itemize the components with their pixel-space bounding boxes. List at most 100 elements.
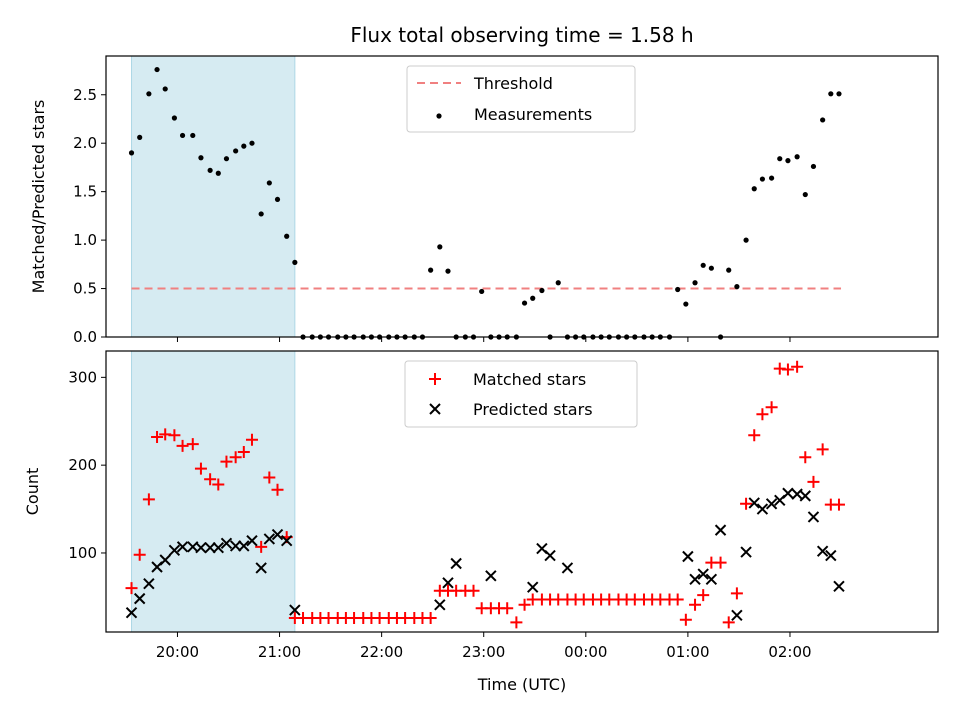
bottom-highlight-span [131,350,296,633]
matched-star-point [424,611,437,624]
matched-star-point [765,401,778,414]
legend-matched-swatch [429,373,441,385]
predicted-star-point [220,537,233,550]
predicted-star-point [731,609,743,622]
measurement-point [751,186,757,192]
predicted-star-point [255,562,267,574]
legend-matched-label: Matched stars [473,370,586,389]
predicted-star-point [289,604,301,616]
predicted-star-point [544,549,556,562]
x-tick-label: 21:00 [258,643,301,661]
matched-star-point [168,429,181,442]
predicted-star-point [176,541,189,553]
matched-star-point [671,593,684,606]
matched-star-point [237,445,250,458]
measurement-point [675,286,681,293]
matched-star-point [722,616,735,629]
x-tick-label: 23:00 [462,643,505,661]
top-x-ticks [176,337,791,342]
measurement-point [179,132,186,139]
bottom-y-tick-label: 200 [68,456,97,474]
x-axis-label: Time (UTC) [477,675,566,694]
predicted-star-point [195,541,207,554]
measurement-point [137,134,143,140]
top-y-tick-label: 0.0 [73,328,97,346]
matched-star-point [510,616,523,629]
top-y-tick-label: 1.5 [73,183,97,201]
predicted-star-point [442,577,454,589]
bottom-panel: 100 200 300 20:00 21:00 22:00 23:00 00:00 01:00… [23,350,939,694]
predicted-star-point [246,534,258,547]
predicted-star-point [748,497,760,509]
x-tick-label: 22:00 [360,643,403,661]
legend-threshold-label: Threshold [473,74,553,93]
measurement-point [284,233,290,239]
top-y-tick-label: 0.5 [73,280,97,298]
predicted-star-point [756,503,769,515]
measurement-point [207,167,213,173]
top-legend: Threshold Measurements [406,65,636,133]
predicted-star-point [212,541,225,554]
measurement-point [479,288,485,295]
matched-star-point [832,498,845,511]
matched-star-point [791,360,804,373]
top-panel: 0.0 0.5 1.0 1.5 2.0 2.5 Matched/Predicted sta… [29,55,939,346]
top-y-tick-label: 2.0 [73,134,97,152]
predicted-star-point [271,528,284,541]
measurement-point [777,156,783,162]
measurement-point [128,150,135,156]
matched-star-point [245,433,258,446]
measurement-point [836,91,842,97]
bottom-legend: Matched stars Predicted stars [404,360,638,428]
measurement-point [146,91,152,97]
measurement-point [198,155,204,161]
predicted-star-point [527,581,539,593]
matched-star-point [125,582,138,595]
measurement-point [266,180,272,186]
measurement-point [292,259,298,265]
measurement-point [683,301,689,307]
predicted-star-point [434,599,446,611]
predicted-star-point [485,570,497,582]
matched-star-point [689,598,702,611]
x-tick-label: 20:00 [156,643,199,661]
predicted-star-point [714,524,727,536]
measurement-point [708,265,714,271]
predicted-star-point [204,541,216,554]
measurement-point [190,132,196,139]
top-y-tick-label: 2.5 [73,86,97,104]
top-legend-box [406,65,636,133]
measurement-point [154,66,160,73]
predicted-star-point [561,562,574,574]
predicted-star-point [807,511,820,523]
legend-predicted-swatch [429,403,441,415]
measurement-point [162,86,168,92]
matched-star-point [142,493,155,506]
matched-star-point [816,443,829,456]
top-y-axis-label: Matched/Predicted stars [29,100,48,294]
measurement-point [700,262,706,268]
bottom-y-tick-label: 100 [68,544,97,562]
predicted-star-point [450,557,462,570]
predicted-star-point [229,540,242,552]
matched-star-point [730,587,743,600]
predicted-star-point [159,554,171,566]
legend-measurements-label: Measurements [474,105,592,124]
matched-star-point [518,598,531,611]
measurement-point [743,237,749,243]
measurement-point [241,143,247,149]
measurement-point [521,300,528,306]
measurement-point [437,244,443,250]
predicted-star-point [168,544,181,557]
predicted-star-point [143,577,155,590]
matched-star-point [133,548,146,561]
matched-star-point [255,540,268,553]
bottom-x-ticks: 20:00 21:00 22:00 23:00 00:00 01:00 02:00 [156,632,812,661]
x-tick-label: 02:00 [768,643,811,661]
matched-star-point [271,483,284,496]
top-highlight-span [131,55,296,338]
measurement-point [734,284,740,290]
matched-star-point [501,602,514,615]
bottom-y-tick-label: 300 [68,368,97,386]
